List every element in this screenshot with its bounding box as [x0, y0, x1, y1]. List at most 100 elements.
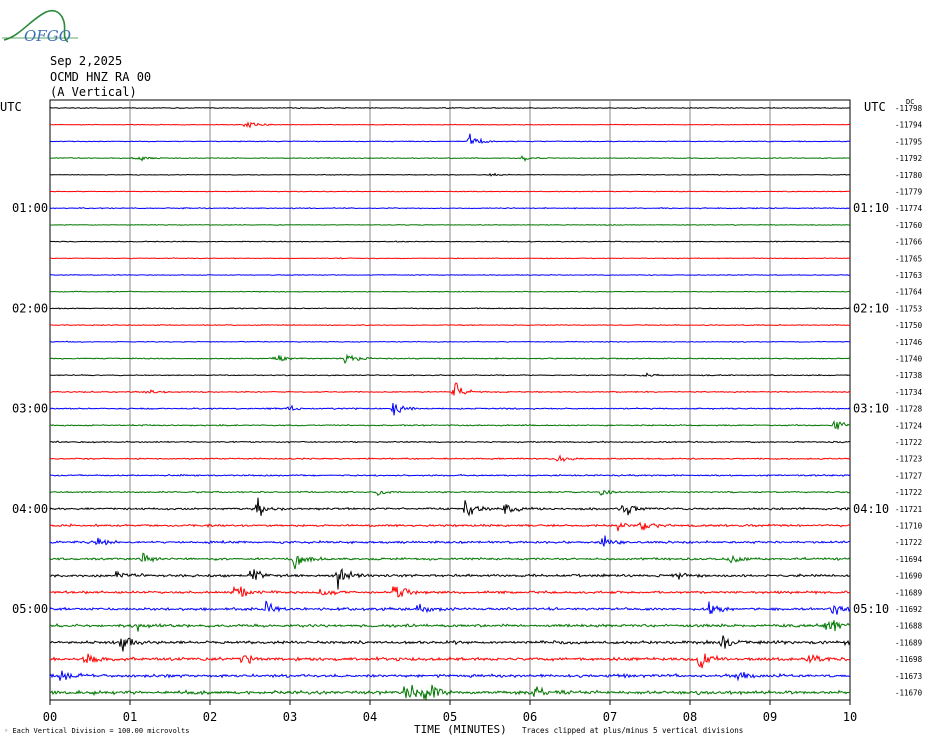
trace-line	[50, 172, 851, 177]
dc-offset-label: -11723	[895, 455, 922, 464]
trace-line	[49, 440, 851, 444]
trace-line	[49, 240, 851, 243]
dc-offset-label: -11780	[895, 171, 923, 180]
dc-offset-label: -11794	[895, 121, 923, 130]
right-time-label: 04:10	[853, 502, 889, 516]
trace-line	[49, 521, 851, 532]
dc-offset-label: -11710	[895, 522, 923, 531]
right-time-labels: 01:10 02:10 03:10 04:10 05:10	[853, 201, 889, 616]
grid	[49, 99, 851, 705]
trace-line	[49, 155, 851, 162]
x-tick-label: 07	[603, 710, 617, 724]
dc-offset-label: -11670	[895, 689, 923, 698]
logo-swoosh-icon	[3, 9, 69, 43]
trace-line	[49, 274, 851, 277]
x-tick-label: 01	[123, 710, 137, 724]
trace-line	[49, 353, 851, 364]
x-tick-labels: 00 01 02 03 04 05 06 07 08 09 10	[43, 710, 857, 724]
dc-offset-labels: -11798 -11794 -11795 -11792 -11780 -11779 -117…	[895, 104, 923, 698]
x-tick-label: 09	[763, 710, 777, 724]
right-time-label: 05:10	[853, 602, 889, 616]
dc-offset-label: -11673	[895, 672, 922, 681]
x-tick-label: 00	[43, 710, 57, 724]
left-time-label: 01:00	[12, 201, 48, 215]
trace-line	[49, 106, 850, 110]
traces	[49, 106, 851, 700]
trace-line	[49, 323, 851, 327]
dc-offset-label: -11692	[895, 605, 922, 614]
trace-line	[49, 454, 851, 463]
dc-offset-label: -11766	[895, 238, 923, 247]
dc-offset-label: -11724	[895, 421, 923, 430]
dc-offset-label: -11688	[895, 622, 923, 631]
dc-offset-label: -11689	[895, 588, 922, 597]
dc-offset-label: -11734	[895, 388, 923, 397]
right-time-label: 01:10	[853, 201, 889, 215]
trace-line	[49, 497, 851, 517]
right-time-label: 03:10	[853, 402, 889, 416]
dc-offset-label: -11690	[895, 572, 923, 581]
trace-line	[49, 133, 850, 145]
trace-line	[49, 670, 851, 682]
x-tick-label: 04	[363, 710, 377, 724]
left-time-labels: 01:00 02:00 03:00 04:00 05:00	[12, 201, 48, 616]
left-time-label: 02:00	[12, 301, 48, 315]
dc-offset-label: -11792	[895, 154, 922, 163]
trace-line	[49, 257, 851, 260]
dc-offset-label: -11689	[895, 638, 922, 647]
dc-offset-label: -11763	[895, 271, 922, 280]
trace-line	[49, 473, 851, 477]
x-tick-label: 08	[683, 710, 697, 724]
trace-line	[49, 223, 851, 226]
x-tick-label: 05	[443, 710, 457, 724]
trace-line	[49, 552, 851, 570]
dc-offset-label: -11740	[895, 355, 923, 364]
dc-offset-label: -11779	[895, 188, 922, 197]
trace-line	[49, 585, 851, 598]
dc-label: DC	[906, 98, 914, 106]
dc-offset-label: -11698	[895, 655, 923, 664]
trace-line	[50, 567, 851, 590]
x-axis-title: TIME (MINUTES)	[414, 723, 507, 736]
dc-offset-label: -11722	[895, 488, 922, 497]
left-time-label: 04:00	[12, 502, 48, 516]
dc-offset-label: -11753	[895, 304, 922, 313]
left-time-label: 03:00	[12, 402, 48, 416]
dc-offset-label: -11750	[895, 321, 923, 330]
trace-line	[49, 684, 850, 700]
right-axis-title: UTC	[864, 100, 886, 114]
dc-offset-label: -11795	[895, 137, 922, 146]
logo-text: OFGO	[24, 27, 71, 45]
trace-line	[49, 600, 851, 615]
scale-note-text: Each Vertical Division = 100.00 microvol…	[12, 727, 189, 735]
trace-line	[49, 372, 850, 378]
trace-line	[49, 653, 851, 669]
trace-line	[49, 535, 851, 547]
dc-offset-label: -11765	[895, 254, 922, 263]
trace-line	[50, 190, 850, 193]
x-tick-label: 03	[283, 710, 297, 724]
trace-line	[49, 620, 851, 632]
x-tick-label: 10	[843, 710, 857, 724]
scale-note-icon: ◦	[4, 727, 12, 735]
trace-line	[49, 340, 851, 343]
header-station: OCMD HNZ RA 00	[50, 70, 151, 84]
dc-offset-label: -11738	[895, 371, 923, 380]
trace-line	[49, 420, 851, 430]
dc-offset-label: -11727	[895, 471, 922, 480]
header-component: (A Vertical)	[50, 85, 137, 99]
trace-line	[49, 207, 851, 210]
dc-offset-label: -11774	[895, 204, 923, 213]
dc-offset-label: -11798	[895, 104, 923, 113]
trace-line	[49, 489, 851, 497]
dc-offset-label: -11722	[895, 438, 922, 447]
dc-offset-label: -11746	[895, 338, 923, 347]
clip-note: Traces clipped at plus/minus 5 vertical …	[522, 726, 743, 735]
trace-line	[49, 290, 851, 293]
left-time-label: 05:00	[12, 602, 48, 616]
dc-offset-label: -11728	[895, 405, 923, 414]
x-tick-label: 02	[203, 710, 217, 724]
dc-offset-label: -11721	[895, 505, 922, 514]
dc-offset-label: -11764	[895, 288, 923, 297]
